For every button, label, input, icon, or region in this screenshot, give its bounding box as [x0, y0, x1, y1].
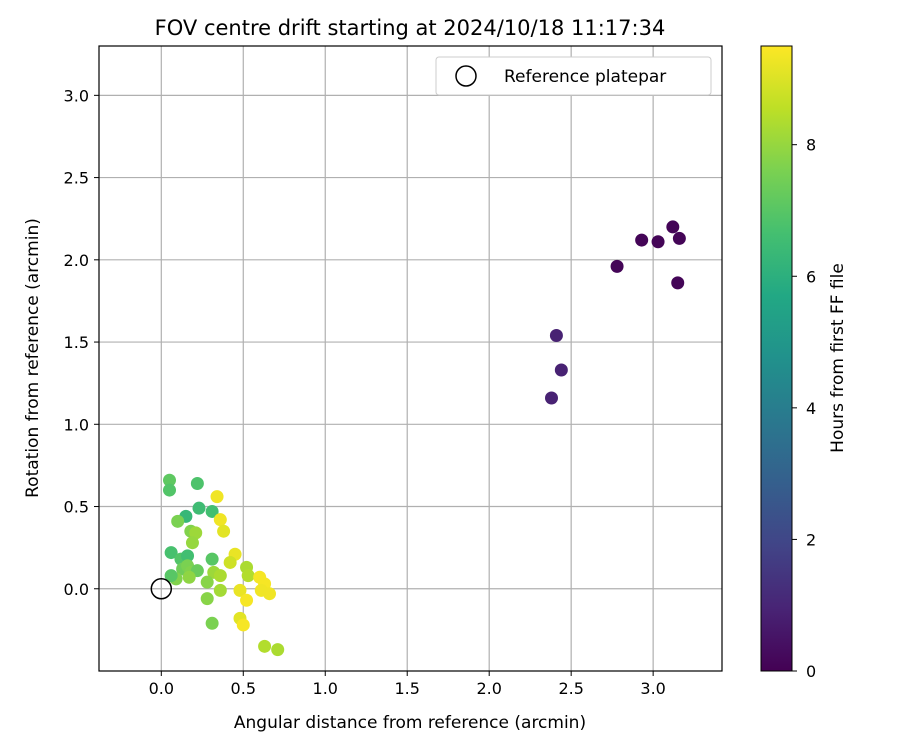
y-tick-label: 1.0: [64, 415, 89, 434]
y-tick-label: 2.5: [64, 169, 89, 188]
legend-label: Reference platepar: [504, 67, 666, 87]
data-point: [263, 587, 277, 601]
data-point: [236, 618, 250, 632]
colorbar-gradient: [760, 45, 793, 672]
data-point: [205, 504, 219, 518]
y-axis-label: Rotation from reference (arcmin): [23, 218, 43, 498]
data-point: [666, 220, 680, 234]
data-point: [672, 231, 686, 245]
data-point: [200, 592, 214, 606]
data-point: [189, 526, 203, 540]
data-point: [164, 546, 178, 560]
data-point: [205, 616, 219, 630]
data-point: [240, 593, 254, 607]
colorbar-tick-label: 0: [806, 662, 816, 681]
data-point: [162, 473, 176, 487]
x-tick-label: 1.0: [313, 679, 338, 698]
y-tick-label: 3.0: [64, 86, 89, 105]
colorbar-tick-label: 6: [806, 267, 816, 286]
data-point: [651, 235, 665, 249]
data-point: [192, 501, 206, 515]
x-tick-label: 0.5: [231, 679, 256, 698]
colorbar-tick-label: 2: [806, 530, 816, 549]
y-tick-label: 2.0: [64, 251, 89, 270]
data-point: [181, 549, 195, 563]
data-point: [671, 276, 685, 290]
data-point: [635, 233, 649, 247]
data-point: [190, 477, 204, 490]
data-point: [271, 643, 285, 657]
data-point: [213, 569, 227, 583]
legend: Reference platepar: [435, 56, 712, 96]
x-axis-label: Angular distance from reference (arcmin): [234, 713, 586, 733]
data-point: [162, 483, 176, 497]
data-point: [544, 391, 558, 405]
data-point: [182, 570, 196, 584]
data-point: [554, 363, 568, 377]
data-point: [213, 583, 227, 597]
y-tick-label: 0.0: [64, 580, 89, 599]
plot-frame: [98, 45, 723, 672]
reference-platepar-marker: [150, 578, 173, 600]
data-point: [258, 639, 272, 653]
data-point: [241, 569, 255, 583]
data-point: [213, 513, 227, 527]
colorbar-label: Hours from first FF file: [828, 263, 848, 453]
x-tick-label: 3.0: [640, 679, 665, 698]
chart-title: FOV centre drift starting at 2024/10/18 …: [155, 16, 666, 40]
x-tick-label: 1.5: [394, 679, 419, 698]
data-point: [610, 259, 624, 273]
x-tick-label: 2.0: [476, 679, 501, 698]
data-points: [162, 220, 686, 657]
data-point: [200, 575, 214, 589]
y-tick-label: 1.5: [64, 333, 89, 352]
x-tick-label: 2.5: [558, 679, 583, 698]
x-axis-ticks: 0.0 0.5 1.0 1.5 2.0 2.5 3.0: [149, 671, 666, 698]
colorbar-tick-label: 8: [806, 136, 816, 155]
legend-marker: [455, 65, 477, 87]
y-tick-label: 0.5: [64, 498, 89, 517]
y-axis-ticks: 0.0 0.5 1.0 1.5 2.0 2.5 3.0: [64, 86, 99, 599]
data-point: [217, 524, 231, 538]
data-point: [164, 569, 178, 583]
colorbar: 0 2 4 6 8 Hours from first FF file: [760, 45, 848, 681]
data-point: [205, 552, 219, 566]
colorbar-tick-label: 4: [806, 399, 816, 418]
x-tick-label: 0.0: [149, 679, 174, 698]
data-point: [233, 583, 247, 597]
colorbar-ticks: 0 2 4 6 8: [792, 136, 816, 681]
legend-box: [435, 56, 712, 96]
data-point: [549, 328, 563, 342]
data-point: [185, 536, 199, 550]
data-point: [223, 555, 237, 569]
data-point: [171, 514, 185, 528]
data-point: [210, 490, 224, 504]
